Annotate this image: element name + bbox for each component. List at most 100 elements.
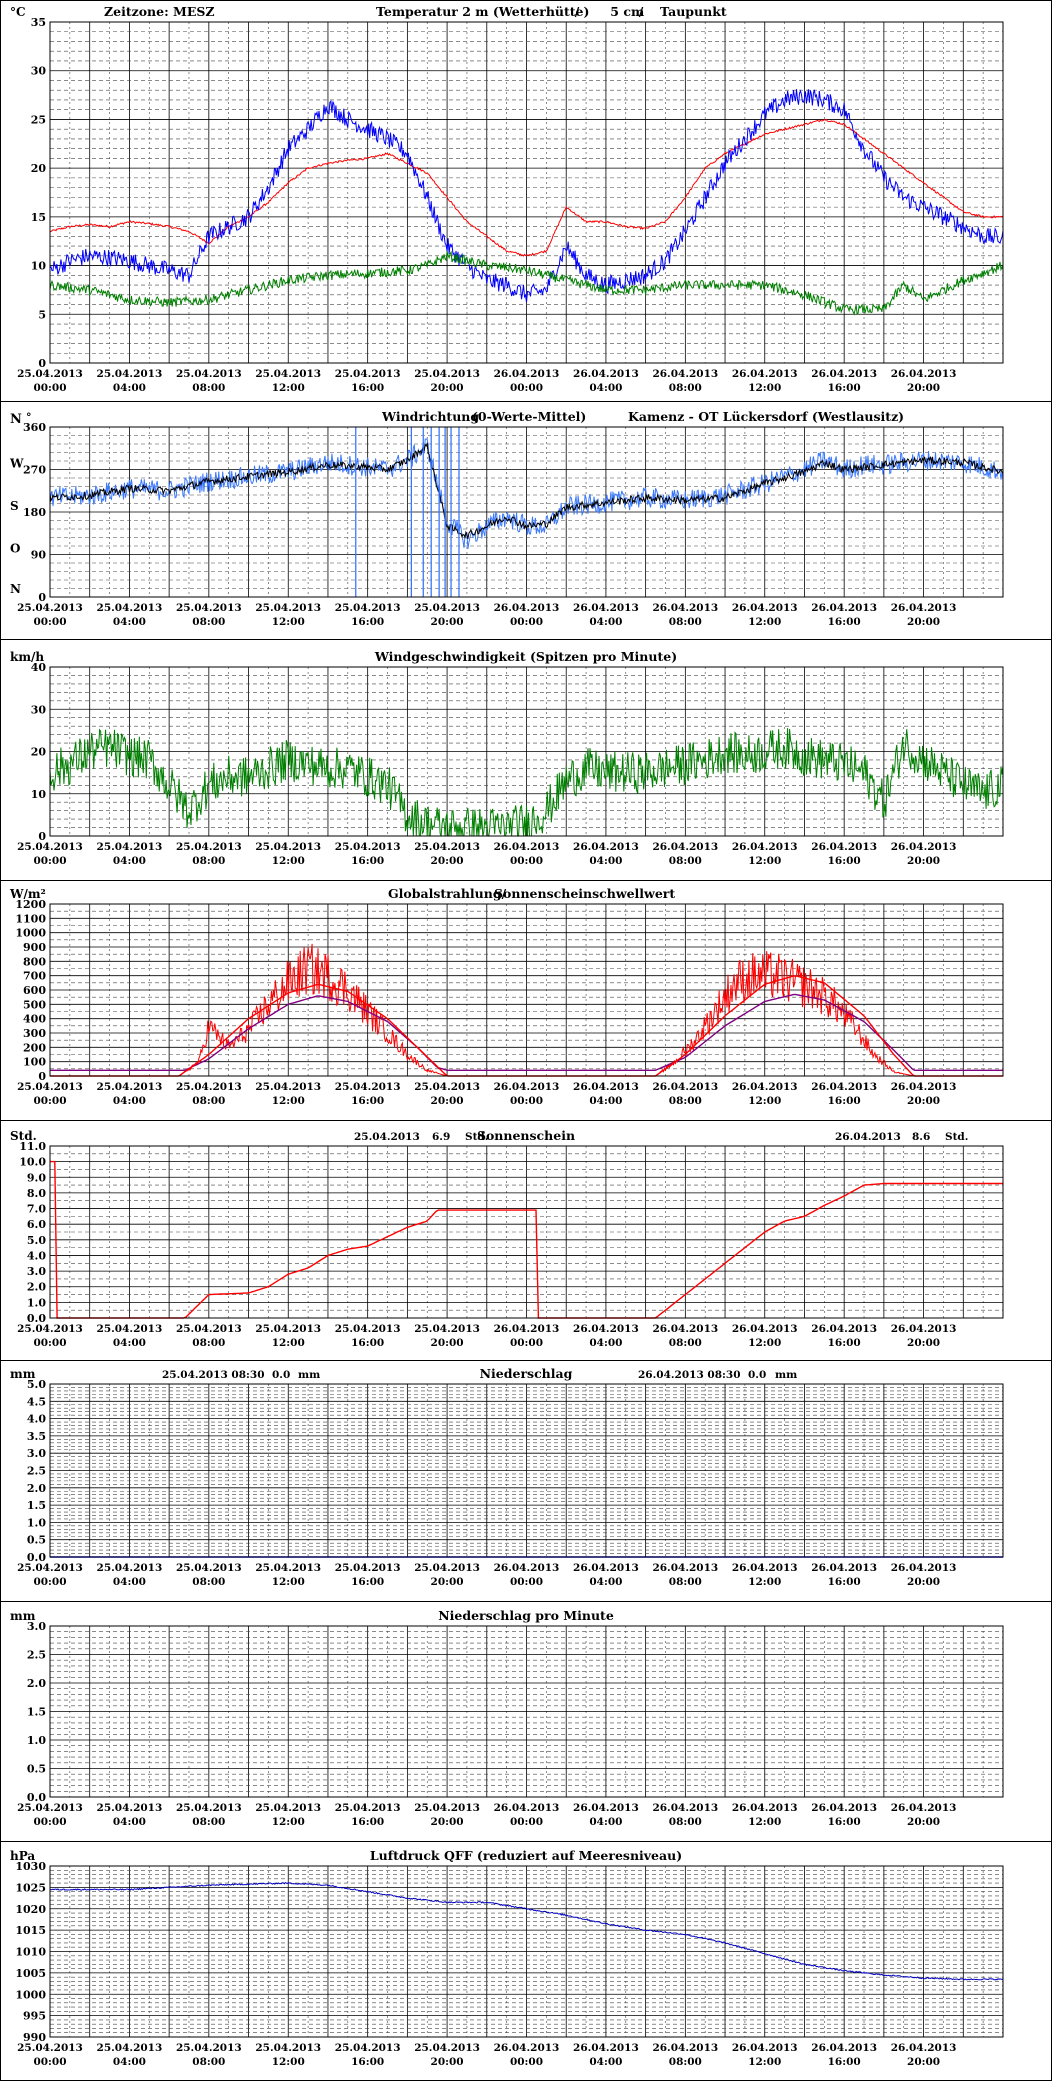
x-tick-time: 16:00 bbox=[828, 2056, 861, 2068]
x-tick-date: 25.04.2013 bbox=[176, 2042, 242, 2054]
chart-precip_min: 0.0 0.5 1.0 1.5 2.0 2.5 3.0mm 25.04.2013 00:00 25… bbox=[10, 1608, 1004, 1828]
x-tick-time: 16:00 bbox=[828, 616, 861, 628]
x-tick-date: 25.04.2013 bbox=[335, 368, 401, 380]
x-tick-time: 20:00 bbox=[431, 382, 464, 394]
x-tick-date: 25.04.2013 bbox=[335, 2042, 401, 2054]
day-value: 6.9 bbox=[432, 1131, 450, 1143]
y-tick-label: 400 bbox=[23, 1013, 46, 1026]
chart-title: Luftdruck QFF (reduziert auf Meeresnivea… bbox=[370, 1848, 682, 1863]
x-tick-date: 26.04.2013 bbox=[891, 1323, 957, 1335]
y-tick-label: 0.0 bbox=[27, 1551, 46, 1564]
y-tick-label: 100 bbox=[23, 1056, 46, 1069]
x-tick-date: 26.04.2013 bbox=[573, 1802, 639, 1814]
x-tick-date: 25.04.2013 bbox=[335, 1323, 401, 1335]
x-tick-time: 12:00 bbox=[272, 382, 305, 394]
x-tick-date: 26.04.2013 bbox=[811, 2042, 877, 2054]
plot-frame bbox=[49, 426, 1004, 598]
x-tick-date: 25.04.2013 bbox=[255, 1562, 321, 1574]
x-tick-time: 00:00 bbox=[510, 1337, 543, 1349]
y-tick-label: 5.0 bbox=[27, 1378, 46, 1391]
compass-label: O bbox=[10, 542, 20, 556]
x-tick-time: 04:00 bbox=[589, 1576, 622, 1588]
y-tick-label: 4.0 bbox=[27, 1249, 46, 1262]
y-tick-label: 5 bbox=[38, 308, 46, 321]
x-tick-date: 26.04.2013 bbox=[573, 602, 639, 614]
day-value: 0.0 bbox=[272, 1369, 290, 1381]
x-tick-time: 08:00 bbox=[669, 855, 702, 867]
x-tick-time: 12:00 bbox=[272, 1095, 305, 1107]
y-tick-label: 30 bbox=[31, 65, 47, 78]
x-tick-time: 16:00 bbox=[351, 1337, 384, 1349]
x-tick-time: 04:00 bbox=[589, 382, 622, 394]
y-tick-label: 1030 bbox=[15, 1860, 46, 1873]
unit-label: N bbox=[10, 412, 22, 427]
x-tick-date: 26.04.2013 bbox=[891, 368, 957, 380]
unit-label: W/m² bbox=[9, 887, 46, 901]
x-tick-date: 26.04.2013 bbox=[811, 602, 877, 614]
y-tick-label: 1020 bbox=[15, 1903, 46, 1916]
x-tick-time: 12:00 bbox=[748, 382, 781, 394]
series-line bbox=[49, 250, 1004, 316]
x-tick-date: 26.04.2013 bbox=[811, 1562, 877, 1574]
unit-label: mm bbox=[10, 1367, 36, 1381]
y-tick-label: 1.5 bbox=[27, 1499, 46, 1512]
chart-title: Globalstrahlung/ bbox=[388, 886, 507, 901]
x-tick-date: 25.04.2013 bbox=[335, 841, 401, 853]
x-tick-time: 00:00 bbox=[33, 616, 66, 628]
x-tick-date: 26.04.2013 bbox=[494, 1562, 560, 1574]
day-label: 25.04.2013 bbox=[354, 1131, 420, 1143]
x-tick-date: 25.04.2013 bbox=[176, 1081, 242, 1093]
x-tick-time: 08:00 bbox=[192, 1816, 225, 1828]
day-label: 26.04.2013 bbox=[835, 1131, 901, 1143]
y-tick-label: 1.0 bbox=[27, 1296, 46, 1309]
x-tick-time: 12:00 bbox=[272, 855, 305, 867]
x-tick-date: 26.04.2013 bbox=[732, 1562, 798, 1574]
plot-frame bbox=[49, 1145, 1004, 1319]
chart-title: Sonnenscheinschwellwert bbox=[494, 886, 675, 901]
x-tick-date: 26.04.2013 bbox=[652, 1802, 718, 1814]
x-tick-date: 26.04.2013 bbox=[732, 841, 798, 853]
x-tick-date: 25.04.2013 bbox=[414, 841, 480, 853]
x-tick-date: 25.04.2013 bbox=[176, 1323, 242, 1335]
x-tick-date: 25.04.2013 bbox=[255, 368, 321, 380]
day-unit: Std. bbox=[945, 1131, 968, 1143]
x-tick-date: 25.04.2013 bbox=[97, 1802, 163, 1814]
chart-title: Taupunkt bbox=[660, 4, 727, 19]
unit-label: Std. bbox=[10, 1129, 37, 1143]
y-tick-label: 995 bbox=[23, 2010, 46, 2023]
x-tick-time: 20:00 bbox=[907, 1337, 940, 1349]
x-tick-time: 04:00 bbox=[113, 2056, 146, 2068]
x-tick-time: 04:00 bbox=[589, 616, 622, 628]
y-tick-label: 40 bbox=[31, 661, 47, 674]
y-tick-label: 2.0 bbox=[27, 1482, 46, 1495]
x-tick-date: 26.04.2013 bbox=[652, 602, 718, 614]
x-tick-date: 25.04.2013 bbox=[97, 1081, 163, 1093]
chart-precip: 0.00.51.01.52.02.53.03.54.04.55.0mm25.04… bbox=[10, 1366, 1004, 1588]
x-tick-date: 26.04.2013 bbox=[652, 368, 718, 380]
chart-title: Kamenz - OT Lückersdorf (Westlausitz) bbox=[628, 409, 904, 424]
y-tick-label: 800 bbox=[23, 955, 46, 968]
y-tick-label: 0 bbox=[38, 830, 46, 843]
x-tick-date: 25.04.2013 bbox=[255, 602, 321, 614]
x-tick-time: 00:00 bbox=[510, 616, 543, 628]
x-tick-date: 26.04.2013 bbox=[573, 1562, 639, 1574]
x-tick-date: 26.04.2013 bbox=[891, 1802, 957, 1814]
x-tick-time: 04:00 bbox=[113, 616, 146, 628]
x-tick-date: 26.04.2013 bbox=[494, 1081, 560, 1093]
x-tick-time: 08:00 bbox=[669, 1095, 702, 1107]
timezone-label: Zeitzone: MESZ bbox=[104, 4, 215, 19]
series-line bbox=[49, 728, 1004, 838]
x-tick-date: 26.04.2013 bbox=[573, 368, 639, 380]
x-tick-date: 26.04.2013 bbox=[494, 602, 560, 614]
x-tick-time: 00:00 bbox=[33, 1337, 66, 1349]
y-tick-label: 600 bbox=[23, 984, 46, 997]
x-tick-time: 20:00 bbox=[907, 855, 940, 867]
x-tick-time: 20:00 bbox=[431, 2056, 464, 2068]
y-tick-label: 8.0 bbox=[27, 1187, 46, 1200]
y-tick-label: 0 bbox=[38, 357, 46, 370]
x-tick-time: 00:00 bbox=[510, 1816, 543, 1828]
x-tick-date: 26.04.2013 bbox=[891, 841, 957, 853]
day-label: 25.04.2013 08:30 bbox=[162, 1369, 265, 1381]
series-line bbox=[49, 1881, 1004, 1981]
